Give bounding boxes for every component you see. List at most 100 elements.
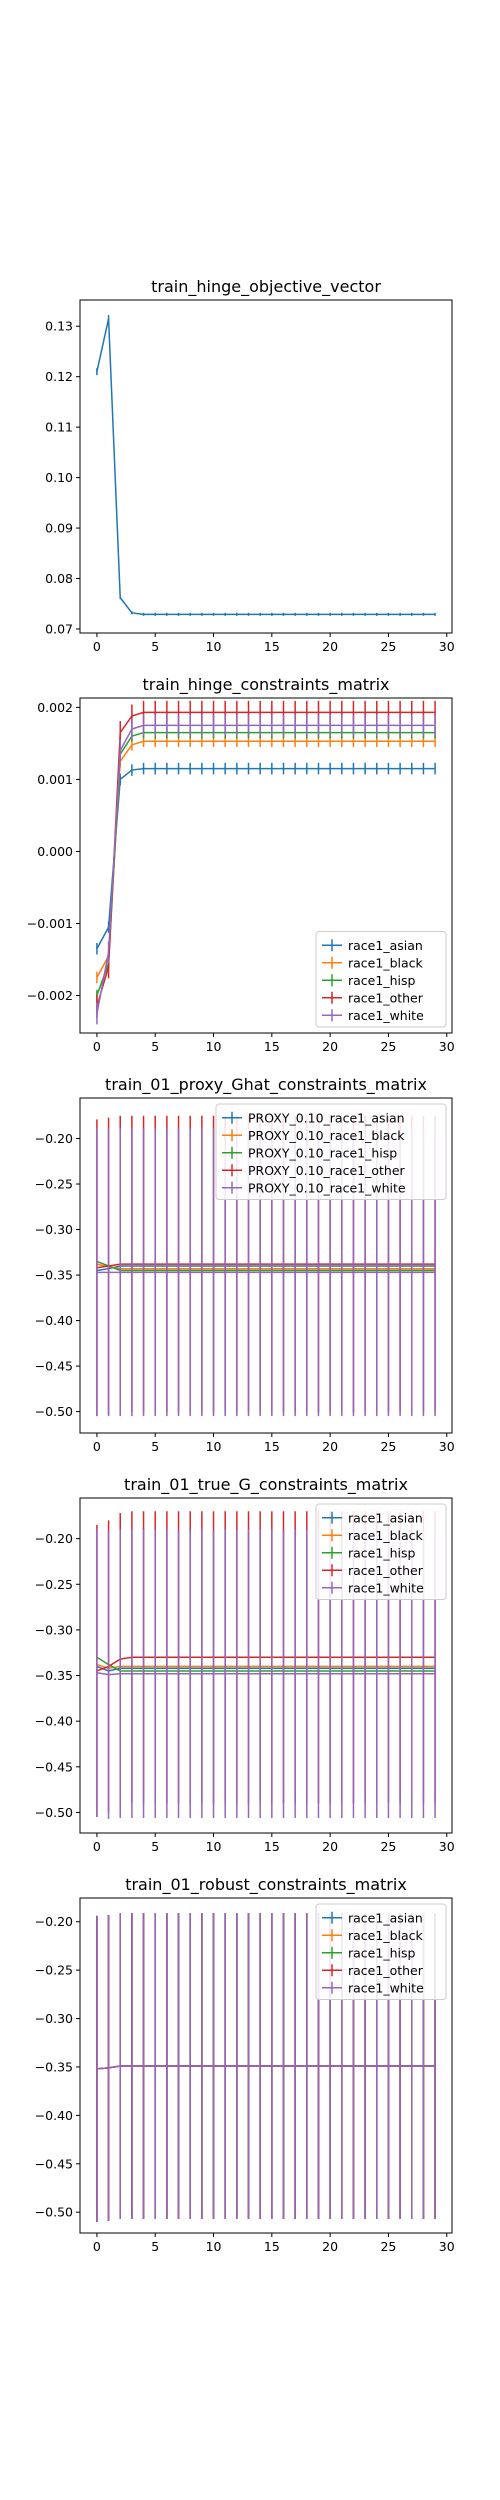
legend-label: race1_black bbox=[348, 1528, 424, 1543]
series-line bbox=[96, 731, 436, 996]
x-tick-label: 0 bbox=[93, 639, 101, 654]
x-tick-label: 10 bbox=[206, 1839, 222, 1854]
y-tick-label: −0.35 bbox=[35, 1268, 73, 1283]
y-tick-label: −0.20 bbox=[35, 1131, 73, 1146]
series-line bbox=[96, 1656, 436, 1672]
y-tick-label: 0.10 bbox=[45, 470, 73, 485]
plot-frame bbox=[79, 697, 453, 1034]
y-tick-label: −0.002 bbox=[27, 988, 73, 1003]
chart-1: train_hinge_objective_vector 0 5 10 15 20 25 30… bbox=[45, 277, 455, 654]
series-proxy-0-10-race1-hisp bbox=[96, 1260, 436, 1272]
series-line bbox=[96, 1656, 436, 1672]
chart-title: train_hinge_constraints_matrix bbox=[142, 675, 389, 695]
legend-label: race1_asian bbox=[348, 1910, 423, 1925]
y-tick-label: 0.13 bbox=[45, 319, 73, 334]
series-race1-asian bbox=[96, 1665, 436, 1672]
legend-label: race1_other bbox=[348, 1563, 424, 1578]
x-tick-label: 15 bbox=[264, 2239, 280, 2254]
x-tick-label: 20 bbox=[322, 639, 338, 654]
x-tick-label: 25 bbox=[380, 1039, 396, 1054]
legend-box bbox=[315, 1903, 447, 2000]
x-tick-label: 5 bbox=[151, 639, 159, 654]
series-line bbox=[96, 1663, 436, 1670]
x-tick-label: 10 bbox=[206, 1039, 222, 1054]
legend-label: PROXY_0.10_race1_black bbox=[248, 1128, 405, 1143]
y-tick-label: 0.08 bbox=[45, 571, 73, 586]
series-line bbox=[96, 1263, 436, 1269]
x-tick-label: 0 bbox=[93, 1839, 101, 1854]
y-tick-label: −0.20 bbox=[35, 1531, 73, 1546]
series-race1-white bbox=[96, 714, 436, 1025]
x-tick-label: 0 bbox=[93, 2239, 101, 2254]
legend: race1_asian race1_black race1_hisp race1_ot… bbox=[315, 1503, 447, 1600]
x-tick-label: 20 bbox=[322, 1839, 338, 1854]
y-tick-label: 0.11 bbox=[45, 420, 73, 435]
series-line bbox=[96, 767, 436, 950]
legend-box bbox=[315, 931, 447, 1028]
x-tick-label: 25 bbox=[380, 2239, 396, 2254]
legend-label: PROXY_0.10_race1_other bbox=[248, 1163, 406, 1178]
series-line bbox=[96, 711, 436, 1007]
series-proxy-0-10-race1-black bbox=[96, 1263, 436, 1270]
series-race1-black bbox=[96, 1663, 436, 1670]
series-race1-hisp bbox=[96, 1656, 436, 1672]
y-tick-label: −0.50 bbox=[35, 1805, 73, 1820]
legend-label: race1_black bbox=[348, 1928, 424, 1943]
y-tick-label: −0.45 bbox=[35, 1759, 73, 1774]
plot-frame bbox=[79, 299, 453, 634]
y-tick-label: 0.09 bbox=[45, 521, 73, 536]
y-tick-label: −0.50 bbox=[35, 2205, 73, 2220]
plot-frame bbox=[79, 1097, 453, 1434]
x-tick-label: 0 bbox=[93, 1039, 101, 1054]
x-tick-label: 30 bbox=[439, 639, 455, 654]
y-tick-label: 0.07 bbox=[45, 621, 73, 636]
plot-frame bbox=[79, 1897, 453, 2234]
legend-label: PROXY_0.10_race1_white bbox=[248, 1180, 406, 1195]
series-line bbox=[96, 724, 436, 1014]
y-tick-label: 0.002 bbox=[37, 700, 73, 715]
series-line bbox=[96, 1263, 436, 1270]
chart-title: train_01_robust_constraints_matrix bbox=[125, 1875, 407, 1895]
y-tick-label: 0.000 bbox=[37, 844, 73, 859]
series-line bbox=[96, 740, 436, 978]
legend-label: race1_other bbox=[348, 990, 424, 1005]
legend: race1_asian race1_black race1_hisp race1_ot… bbox=[315, 931, 447, 1028]
y-tick-label: −0.25 bbox=[35, 1577, 73, 1592]
y-tick-label: −0.40 bbox=[35, 1313, 73, 1328]
y-tick-label: −0.25 bbox=[35, 1963, 73, 1978]
series-line bbox=[96, 1672, 436, 1676]
series-proxy-0-10-race1-asian bbox=[96, 1265, 436, 1272]
x-tick-label: 20 bbox=[322, 2239, 338, 2254]
chart-2: train_hinge_constraints_matrix 0 5 10 15 20 25… bbox=[27, 675, 455, 1054]
chart-5: train_01_robust_constraints_matrix 0 5 10 15… bbox=[35, 1875, 455, 2254]
chart-title: train_hinge_objective_vector bbox=[151, 277, 381, 297]
series-line bbox=[96, 318, 436, 616]
y-tick-label: −0.001 bbox=[27, 916, 73, 931]
series-line bbox=[96, 2065, 436, 2070]
series-race1-asian bbox=[96, 762, 436, 955]
series-line bbox=[96, 1260, 436, 1272]
y-tick-label: −0.45 bbox=[35, 2156, 73, 2171]
y-tick-label: −0.35 bbox=[35, 1668, 73, 1683]
legend-label: race1_asian bbox=[348, 1510, 423, 1525]
x-tick-label: 30 bbox=[439, 1439, 455, 1454]
y-tick-label: −0.35 bbox=[35, 2059, 73, 2074]
chart-title: train_01_true_G_constraints_matrix bbox=[124, 1475, 408, 1495]
y-tick-label: −0.30 bbox=[35, 2011, 73, 2026]
x-tick-label: 20 bbox=[322, 1439, 338, 1454]
y-tick-label: −0.50 bbox=[35, 1404, 73, 1419]
legend-label: race1_hisp bbox=[348, 1945, 415, 1960]
legend-box bbox=[315, 1503, 447, 1600]
x-tick-label: 10 bbox=[206, 639, 222, 654]
y-tick-label: 0.001 bbox=[37, 772, 73, 787]
y-tick-label: −0.40 bbox=[35, 2108, 73, 2123]
x-tick-label: 25 bbox=[380, 1439, 396, 1454]
series-line bbox=[96, 1265, 436, 1272]
legend-label: race1_black bbox=[348, 955, 424, 970]
x-tick-label: 10 bbox=[206, 1439, 222, 1454]
x-tick-label: 15 bbox=[264, 639, 280, 654]
y-tick-label: −0.40 bbox=[35, 1714, 73, 1729]
y-tick-label: −0.30 bbox=[35, 1222, 73, 1237]
x-tick-label: 5 bbox=[151, 2239, 159, 2254]
